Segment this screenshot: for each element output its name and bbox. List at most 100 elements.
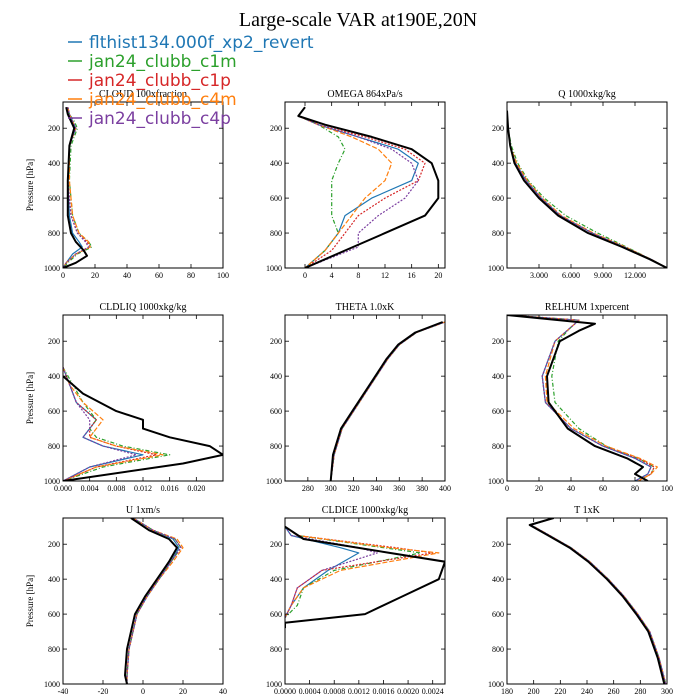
panel-title: Q 1000xkg/kg — [558, 89, 616, 100]
y-tick-label: 400 — [48, 372, 60, 381]
y-tick-label: 1000 — [266, 477, 282, 486]
x-tick-label: 0.000 — [54, 484, 72, 493]
series-line-2 — [530, 518, 667, 684]
y-tick-label: 400 — [270, 159, 282, 168]
y-tick-label: 1000 — [266, 264, 282, 273]
series-line-3 — [330, 321, 445, 481]
y-tick-label: 800 — [48, 229, 60, 238]
x-tick-label: 0 — [303, 271, 307, 280]
x-tick-label: 200 — [528, 687, 540, 696]
series-line-4 — [63, 367, 164, 481]
y-tick-label: 600 — [270, 407, 282, 416]
y-tick-label: 600 — [492, 610, 504, 619]
legend-entry: jan24_clubb_c4p — [88, 109, 231, 129]
series-group — [63, 367, 223, 481]
series-line-4 — [285, 526, 440, 618]
y-tick-label: 200 — [492, 124, 504, 133]
figure-title: Large-scale VAR at190E,20N — [239, 9, 477, 31]
panel-4: CLDLIQ 1000xkg/kg Pressure [hPa] 200 400 600… — [25, 302, 224, 493]
y-tick-label: 400 — [492, 372, 504, 381]
y-tick-label: 600 — [492, 407, 504, 416]
x-tick-label: 16 — [408, 271, 416, 280]
series-line-1 — [530, 518, 667, 684]
series-line-6 — [507, 315, 649, 481]
x-tick-label: -20 — [98, 687, 109, 696]
x-tick-label: 0.0004 — [299, 687, 321, 696]
y-tick-label: 400 — [492, 575, 504, 584]
x-tick-label: 0.008 — [107, 484, 125, 493]
x-tick-label: 60 — [155, 271, 163, 280]
plot-frame — [284, 314, 446, 482]
y-tick-label: 800 — [270, 645, 282, 654]
x-tick-label: 0.0020 — [397, 687, 419, 696]
series-line-1 — [330, 321, 445, 481]
panel-title: U 1xm/s — [126, 505, 160, 516]
x-tick-label: 8 — [356, 271, 360, 280]
panel-3: Q 1000xkg/kg 200 400 600 800 1000 3.000 6.000 9.… — [488, 89, 668, 280]
y-tick-label: 200 — [492, 540, 504, 549]
y-tick-label: 1000 — [44, 264, 60, 273]
legend-entry: jan24_clubb_c1m — [88, 52, 237, 72]
x-tick-label: 0 — [141, 687, 145, 696]
y-tick-label: 600 — [270, 610, 282, 619]
series-group — [285, 525, 445, 629]
x-tick-label: 0.0016 — [372, 687, 394, 696]
plot-frame — [62, 101, 224, 269]
y-tick-label: 600 — [48, 610, 60, 619]
x-tick-label: 0.0008 — [323, 687, 345, 696]
y-tick-label: 800 — [270, 229, 282, 238]
plot-frame — [284, 517, 446, 685]
y-tick-label: 600 — [48, 407, 60, 416]
x-tick-label: 0 — [61, 271, 65, 280]
series-line-5 — [297, 106, 419, 268]
y-tick-label: 1000 — [44, 680, 60, 689]
y-tick-label: 200 — [270, 540, 282, 549]
x-tick-label: 60 — [599, 484, 607, 493]
x-tick-label: 400 — [439, 484, 451, 493]
legend-entry: jan24_clubb_c1p — [88, 71, 231, 91]
y-tick-label: 400 — [492, 159, 504, 168]
x-tick-label: 6.000 — [562, 271, 580, 280]
y-tick-label: 1000 — [488, 680, 504, 689]
x-tick-label: -40 — [58, 687, 69, 696]
plot-frame — [506, 517, 668, 685]
panel-title: THETA 1.0xK — [336, 302, 395, 313]
x-tick-label: 40 — [123, 271, 131, 280]
x-tick-label: 300 — [661, 687, 673, 696]
x-tick-label: 260 — [608, 687, 620, 696]
x-tick-label: 80 — [187, 271, 195, 280]
legend: flthist134.000f_xp2_revertjan24_clubb_c1… — [68, 33, 314, 129]
series-group — [507, 315, 659, 481]
x-tick-label: 0.016 — [161, 484, 179, 493]
series-line-1 — [285, 526, 360, 618]
x-tick-label: 0.0000 — [274, 687, 296, 696]
y-tick-label: 800 — [492, 229, 504, 238]
y-tick-label: 600 — [492, 194, 504, 203]
y-tick-label: 600 — [48, 194, 60, 203]
panel-2: OMEGA 864xPa/s 200 400 600 800 1000 0 4 8 12 16 20 — [266, 89, 446, 280]
y-tick-label: 200 — [48, 337, 60, 346]
x-tick-label: 40 — [219, 687, 227, 696]
series-group — [507, 110, 667, 268]
series-line-5 — [63, 107, 90, 268]
y-axis-label: Pressure [hPa] — [25, 372, 35, 424]
y-tick-label: 800 — [270, 442, 282, 451]
x-tick-label: 20 — [179, 687, 187, 696]
y-tick-label: 1000 — [488, 477, 504, 486]
y-tick-label: 800 — [492, 645, 504, 654]
x-tick-label: 180 — [501, 687, 513, 696]
x-tick-label: 220 — [554, 687, 566, 696]
x-tick-label: 320 — [348, 484, 360, 493]
series-line-6 — [507, 110, 667, 268]
series-line-5 — [530, 518, 667, 684]
x-tick-label: 280 — [634, 687, 646, 696]
x-tick-label: 360 — [393, 484, 405, 493]
y-tick-label: 200 — [270, 337, 282, 346]
y-tick-label: 200 — [48, 540, 60, 549]
y-tick-label: 400 — [48, 575, 60, 584]
series-group — [124, 518, 184, 684]
series-group — [63, 106, 93, 268]
series-line-2 — [63, 367, 171, 481]
